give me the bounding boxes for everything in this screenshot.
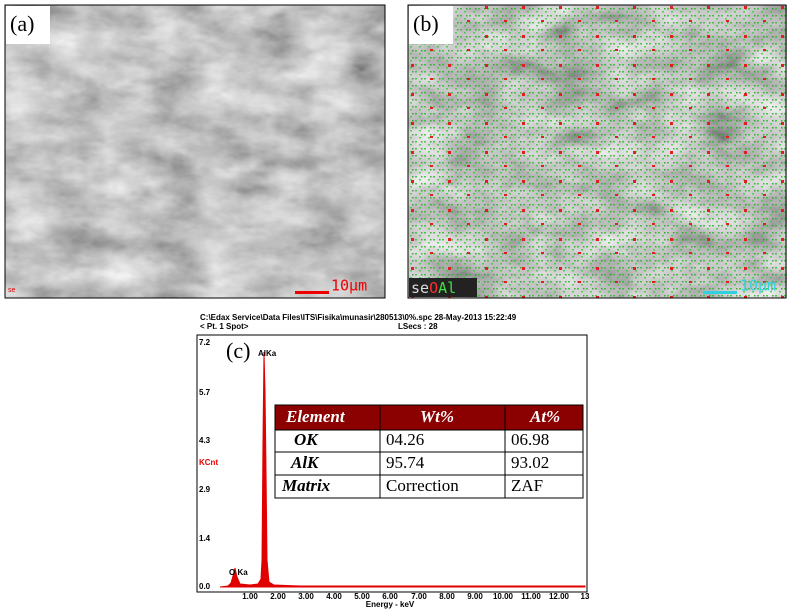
page: {"panels": [ {"label": "(a)", "detector"… [0, 0, 787, 610]
panel-label: (c) [226, 338, 250, 363]
cell: 06.98 [511, 430, 549, 449]
x-tick-label: 3.00 [298, 592, 314, 601]
header-cell: Wt% [420, 407, 454, 426]
cell: Matrix [281, 476, 331, 495]
x-tick-label: 13 [581, 592, 590, 601]
y-tick-label: 4.3 [199, 436, 211, 445]
x-tick-label: 1.00 [242, 592, 258, 601]
scale-bar [295, 291, 329, 294]
x-tick-label: 9.00 [467, 592, 483, 601]
y-axis-label: KCnt [199, 458, 218, 467]
scale-text: 10μm [740, 277, 776, 295]
x-tick-label: 12.00 [549, 592, 570, 601]
figure: (a) se 10μm (b) seOAl 10μm C:\Edax Servi… [0, 0, 787, 610]
peak-label: AlKa [258, 349, 277, 358]
panel-a: (a) se 10μm [5, 5, 385, 298]
cell: ZAF [511, 476, 543, 495]
y-tick-label: 2.9 [199, 485, 211, 494]
detector-label: se [8, 287, 16, 294]
panel-label: (b) [413, 11, 439, 36]
y-tick-label: 1.4 [199, 534, 211, 543]
x-tick-label: 11.00 [521, 592, 541, 601]
y-tick-label: 0.0 [199, 582, 211, 591]
x-tick-label: 4.00 [326, 592, 342, 601]
legend: seOAl [411, 279, 456, 297]
scale-bar [703, 291, 737, 294]
cell: Correction [386, 476, 459, 495]
y-tick-label: 7.2 [199, 338, 211, 347]
file-path: C:\Edax Service\Data Files\ITS\Fisika\mu… [200, 313, 517, 322]
cell: AlK [290, 453, 320, 472]
spot: < Pt. 1 Spot> [200, 322, 249, 331]
header-cell: Element [285, 407, 346, 426]
detector-label: se [411, 279, 429, 297]
y-tick-label: 5.7 [199, 388, 211, 397]
x-tick-label: 10.00 [493, 592, 514, 601]
element-label: Al [438, 279, 456, 297]
live-secs: LSecs : 28 [398, 322, 438, 331]
cell: 04.26 [386, 430, 424, 449]
results-table: Element Wt% At% OK 04.26 06.98 AlK 95.74… [275, 405, 583, 498]
scale-text: 10μm [331, 277, 367, 295]
x-tick-label: 8.00 [439, 592, 455, 601]
peak-label: O Ka [229, 568, 248, 577]
x-axis-label: Energy - keV [366, 600, 415, 609]
x-tick-label: 2.00 [270, 592, 286, 601]
sem-image [5, 5, 385, 298]
x-axis: 1.00 2.00 3.00 4.00 5.00 6.00 7.00 8.00 … [242, 592, 590, 609]
al-map [408, 5, 787, 298]
cell: 93.02 [511, 453, 549, 472]
panel-c: C:\Edax Service\Data Files\ITS\Fisika\mu… [197, 313, 590, 609]
header-cell: At% [529, 407, 560, 426]
panel-b: (b) seOAl 10μm [408, 5, 787, 298]
element-label: O [429, 279, 438, 297]
panel-label: (a) [10, 11, 34, 36]
cell: 95.74 [386, 453, 425, 472]
cell: OK [294, 430, 319, 449]
